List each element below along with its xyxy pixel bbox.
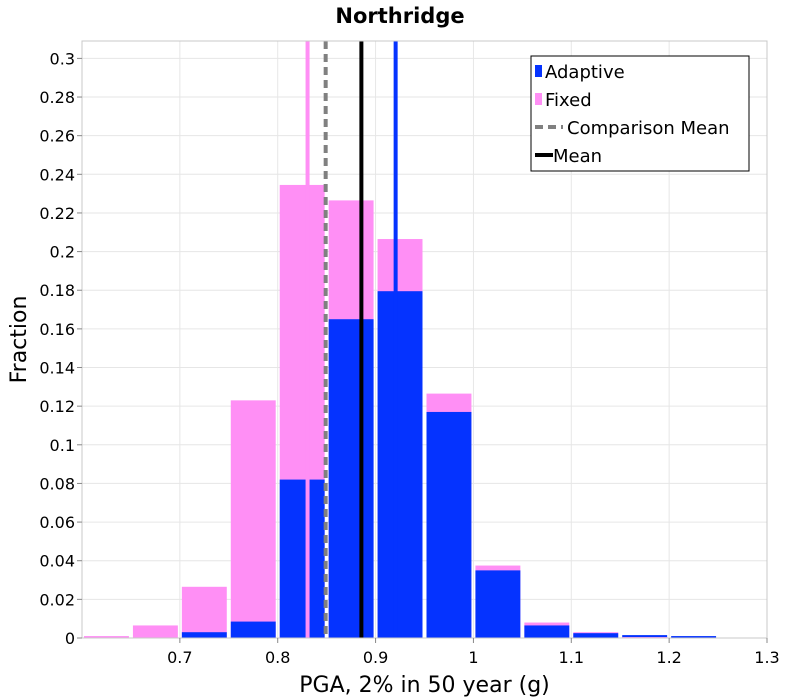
x-axis-title: PGA, 2% in 50 year (g) xyxy=(299,673,550,698)
y-tick-label: 0.12 xyxy=(39,397,75,416)
mean-lines-layer xyxy=(305,41,398,638)
x-tick-label: 0.7 xyxy=(167,648,192,667)
y-tick-label: 0.28 xyxy=(39,88,75,107)
y-tick-label: 0.02 xyxy=(39,590,75,609)
legend-swatch xyxy=(535,65,542,77)
bar-adaptive xyxy=(279,479,325,638)
legend-label: Mean xyxy=(553,146,602,167)
bar-adaptive xyxy=(475,570,521,638)
bar-fixed xyxy=(230,400,276,638)
bar-adaptive xyxy=(426,411,472,638)
y-tick-label: 0.06 xyxy=(39,513,75,532)
bar-adaptive xyxy=(671,636,717,638)
ticks-layer: 0 0.02 0.04 0.06 0.08 0.1 0.12 0.14 0.16 0.18 0.2 0… xyxy=(39,49,779,667)
y-tick-label: 0.14 xyxy=(39,359,75,378)
y-tick-label: 0.24 xyxy=(39,165,75,184)
y-tick-label: 0.08 xyxy=(39,474,75,493)
chart-title: Northridge xyxy=(335,4,464,28)
bar-fixed xyxy=(84,636,129,638)
legend-label: Fixed xyxy=(545,90,592,111)
x-tick-label: 0.8 xyxy=(265,648,290,667)
x-tick-label: 1.2 xyxy=(656,648,681,667)
legend-box xyxy=(530,55,750,172)
y-tick-label: 0 xyxy=(65,629,75,648)
bar-adaptive xyxy=(377,291,423,638)
y-tick-label: 0.22 xyxy=(39,204,75,223)
x-tick-label: 1.1 xyxy=(559,648,584,667)
x-tick-label: 1 xyxy=(468,648,478,667)
x-tick-label: 1.3 xyxy=(754,648,779,667)
y-tick-label: 0.18 xyxy=(39,281,75,300)
legend-swatch xyxy=(535,93,542,105)
x-tick-label: 0.9 xyxy=(363,648,388,667)
legend-label: Comparison Mean xyxy=(567,118,730,139)
bar-adaptive xyxy=(573,633,619,638)
bar-adaptive xyxy=(524,625,570,638)
bar-adaptive xyxy=(181,632,227,638)
plot-frame xyxy=(81,40,768,639)
bar-fixed xyxy=(181,586,227,638)
y-tick-label: 0.26 xyxy=(39,127,75,146)
y-tick-label: 0.04 xyxy=(39,552,75,571)
bars-layer xyxy=(84,184,717,639)
y-tick-label: 0.3 xyxy=(50,49,75,68)
bar-adaptive xyxy=(328,319,374,638)
y-axis-title: Fraction xyxy=(7,296,32,384)
legend-label: Adaptive xyxy=(545,62,625,83)
bar-adaptive xyxy=(622,635,668,638)
y-tick-label: 0.16 xyxy=(39,320,75,339)
bar-adaptive xyxy=(230,621,276,638)
y-tick-label: 0.1 xyxy=(50,436,75,455)
legend: Adaptive Fixed Comparison Mean Mean xyxy=(530,55,750,172)
y-tick-label: 0.2 xyxy=(50,243,75,262)
bar-fixed xyxy=(132,625,178,638)
